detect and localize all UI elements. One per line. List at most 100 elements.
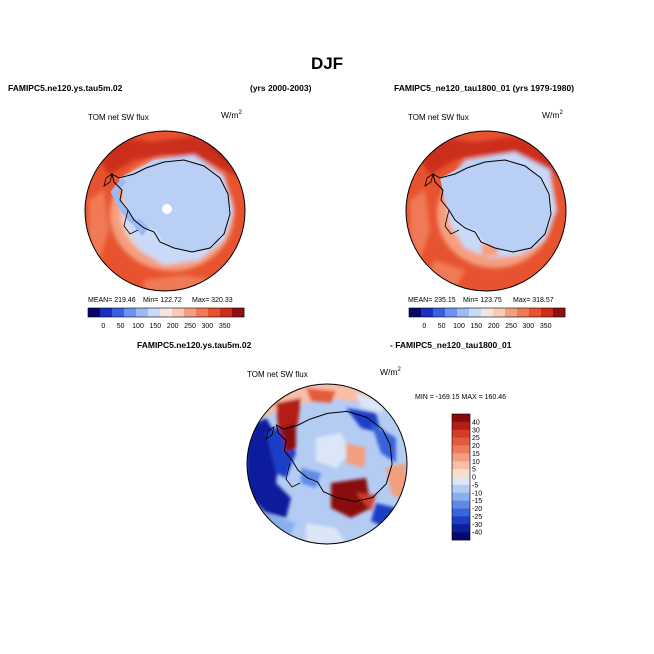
panel3-colorbar-swatch [452,437,470,446]
panel2-colorbar-swatch [421,308,434,317]
panel3-colorbar-tick: 0 [472,475,476,482]
panel3-variable-label: TOM net SW flux [247,370,308,379]
panel1-colorbar: 0 50 100 150 200 250 300 350 [87,307,245,330]
panel2-colorbar-swatch [433,308,446,317]
panel2-colorbar-swatch [457,308,470,317]
panel1-colorbar-tick: 0 [101,323,105,330]
panel3-colorbar-tick: 15 [472,451,480,458]
panel1-colorbar-swatch [112,308,125,317]
panel1-units-label: W/m2 [221,110,242,120]
panel2-colorbar-tick: 150 [470,323,482,330]
panel2-colorbar-tick: 50 [438,323,446,330]
panel2-colorbar-swatch [445,308,458,317]
panel2-colorbar-swatch [481,308,494,317]
panel1-colorbar-swatch [136,308,149,317]
panel3-colorbar-frame [451,413,471,541]
panel1-colorbar-swatch [208,308,221,317]
panel3-colorbar-swatch [452,532,470,541]
panel2-colorbar-tick: 100 [453,323,465,330]
panel3-min-max: MIN = -169.15 MAX = 160.46 [415,394,507,401]
figure-title: DJF [310,54,344,73]
panel3-colorbar-swatch [452,421,470,431]
panel3-colorbar-tick: -5 [472,482,478,489]
panel3-colorbar-swatch [452,469,470,478]
panel1-colorbar-swatch [172,308,185,317]
panel2-colorbar-swatch [493,308,506,317]
panel3-colorbar-tick: 25 [472,435,480,442]
panel3-title-right: - FAMIPC5_ne120_tau1800_01 [390,340,512,350]
panel1-colorbar-tick: 250 [184,323,196,330]
panel3-colorbar-tick: -30 [472,522,482,529]
panel1-colorbar-frame [87,307,245,318]
panel2-units-label: W/m2 [542,110,563,120]
panel2-max: Max= 318.57 [513,297,554,304]
panel1-colorbar-swatch [124,308,137,317]
panel3-colorbar-swatch [452,477,470,486]
panel2-colorbar-tick: 250 [505,323,517,330]
panel1-map [84,130,246,292]
panel1-variable-label: TOM net SW flux [88,113,149,122]
panel1-subtitle: (yrs 2000-2003) [250,83,312,93]
panel2-title: FAMIPC5_ne120_tau1800_01 (yrs 1979-1980) [394,83,575,93]
panel3-colorbar-tick: -25 [472,514,482,521]
panel3-colorbar-swatch [452,500,470,509]
panel1-colorbar-tick: 200 [167,323,179,330]
panel2-colorbar-swatch [409,308,422,317]
panel3-colorbar-swatch [452,461,470,470]
panel2-colorbar-tick: 200 [488,323,500,330]
panel2-colorbar-tick: 350 [540,323,552,330]
panel2-variable-label: TOM net SW flux [408,113,469,122]
panel3-units-label: W/m2 [380,367,401,377]
panel3-colorbar-tick: 40 [472,419,480,426]
panel2-colorbar-swatch [505,308,518,317]
panel2-colorbar-tick: 0 [422,323,426,330]
panel2-colorbar-frame [408,307,566,318]
panel3-colorbar-swatch [452,429,470,438]
panel1-colorbar-tick: 350 [219,323,231,330]
panel3-colorbar-tick: -15 [472,498,482,505]
panel3-colorbar-tick: -40 [472,530,482,537]
panel2-colorbar-tick: 300 [522,323,534,330]
panel1-colorbar-tick: 300 [201,323,213,330]
panel1-colorbar-tick: 150 [149,323,161,330]
panel1-colorbar-swatch [184,308,197,317]
panel1-colorbar-swatch [196,308,209,317]
panel2-mean: MEAN= 235.15 [408,297,456,304]
panel2-colorbar-swatch [529,308,542,317]
panel3-colorbar-swatch [452,484,470,494]
panel2-colorbar-swatch [541,308,554,317]
panel1-colorbar-swatch [148,308,161,317]
panel1-colorbar-swatch [220,308,233,317]
panel3-title: FAMIPC5.ne120.ys.tau5m.02 [137,340,252,350]
panel3-colorbar-swatch [452,414,470,423]
panel3-colorbar-swatch [452,524,470,533]
panel2-colorbar-swatch [553,308,566,317]
panel2-min: Min= 123.75 [463,297,502,304]
panel3-colorbar-tick: 30 [472,427,480,434]
panel1-colorbar-swatch [100,308,113,317]
panel2-map [405,130,567,292]
panel1-mean: MEAN= 219.46 [88,297,136,304]
panel1-min: Min= 122.72 [143,297,182,304]
panel1-colorbar-tick: 50 [117,323,125,330]
panel1-colorbar-swatch [232,308,245,317]
panel1-max: Max= 320.33 [192,297,233,304]
panel3-colorbar-tick: -20 [472,506,482,513]
panel3-colorbar-tick: 20 [472,443,480,450]
panel2-colorbar-swatch [517,308,530,317]
panel3-colorbar-tick: -10 [472,490,482,497]
panel2-colorbar-swatch [469,308,482,317]
panel3-colorbar-swatch [452,492,470,501]
panel3-colorbar-swatch [452,453,470,462]
panel3-colorbar-swatch [452,508,470,517]
panel1-colorbar-tick: 100 [132,323,144,330]
panel1-title: FAMIPC5.ne120.ys.tau5m.02 [8,83,123,93]
panel3-colorbar-swatch [452,445,470,454]
panel3-colorbar-swatch [452,516,470,525]
panel2-colorbar: 0 50 100 150 200 250 300 350 [408,307,566,330]
panel3-colorbar-tick: 5 [472,467,476,474]
panel3-map [246,383,408,545]
panel3-colorbar-tick: 10 [472,459,480,466]
